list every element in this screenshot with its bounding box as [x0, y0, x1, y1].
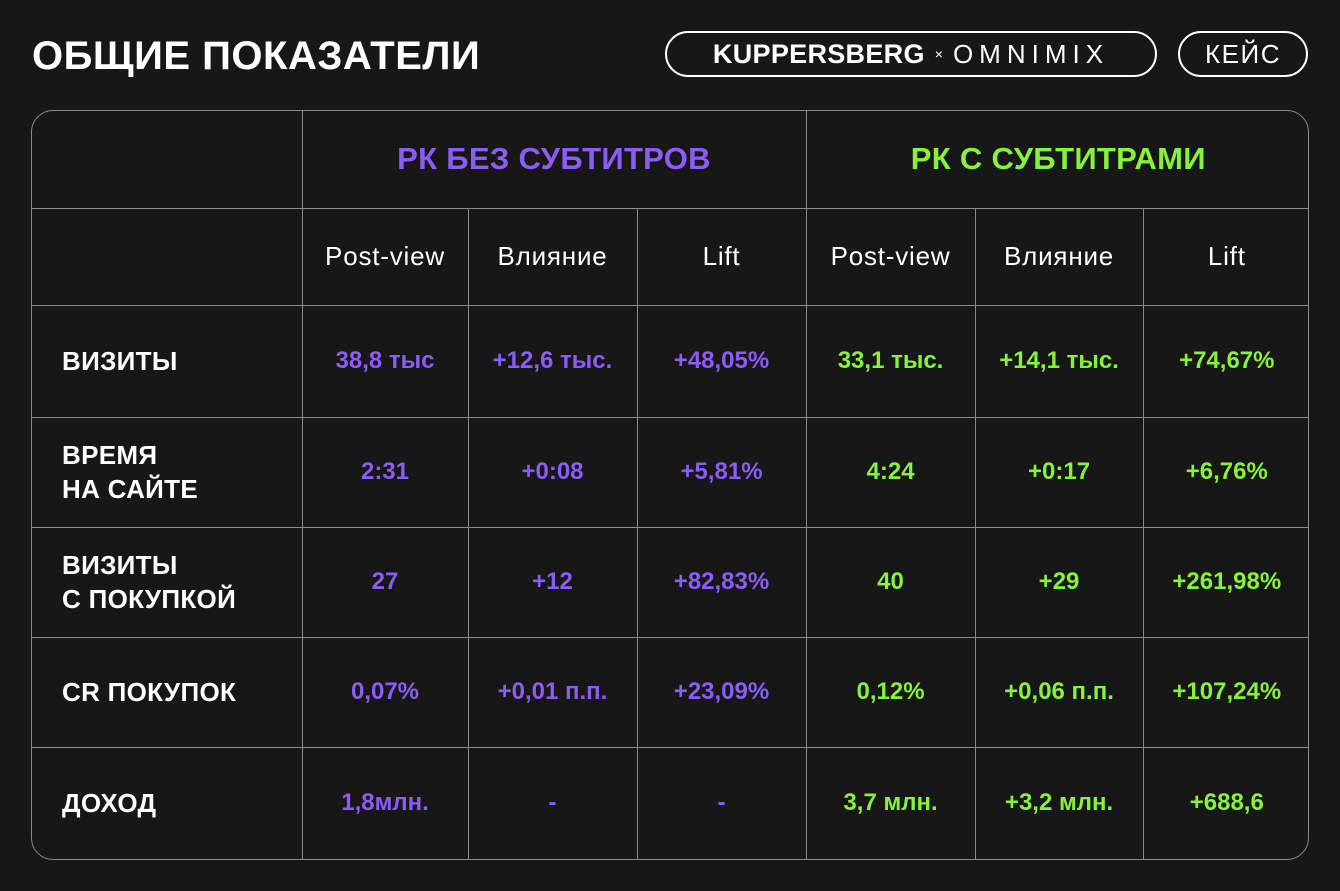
group-header-with-subtitles: РК С СУБТИТРАМИ [805, 111, 1308, 209]
table-cell: 40 [805, 526, 976, 638]
table-cell: +12 [467, 526, 638, 638]
table-cell: +82,83% [636, 526, 807, 638]
table-cell: +0:08 [467, 416, 638, 528]
brand-badge: KUPPERSBERG × OMNIMIX [665, 31, 1157, 77]
column-header-impact: Влияние [974, 207, 1144, 306]
case-button[interactable]: КЕЙС [1178, 31, 1308, 77]
table-cell: - [467, 746, 638, 859]
column-header-post-view: Post-view [301, 207, 469, 306]
table-cell: 4:24 [805, 416, 976, 528]
table-cell: - [636, 746, 807, 859]
table-cell: +48,05% [636, 304, 807, 418]
table-cell: 0,12% [805, 636, 976, 748]
table-cell: +14,1 тыс. [974, 304, 1144, 418]
table-cell: +29 [974, 526, 1144, 638]
table-cell: +5,81% [636, 416, 807, 528]
column-header-row: Post-view Влияние Lift Post-view Влияние… [32, 207, 1308, 306]
column-header-lift: Lift [636, 207, 807, 306]
column-header-impact: Влияние [467, 207, 638, 306]
brand-kuppersberg-logo: KUPPERSBERG [712, 38, 925, 69]
row-label: ВИЗИТЫ С ПОКУПКОЙ [32, 526, 303, 638]
table-cell: +0,06 п.п. [974, 636, 1144, 748]
table-cell: 27 [301, 526, 469, 638]
corner-cell [32, 111, 303, 209]
table-row-revenue: ДОХОД 1,8млн. - - 3,7 млн. +3,2 млн. +68… [32, 746, 1308, 859]
table-cell: +74,67% [1142, 304, 1308, 418]
group-header-no-subtitles: РК БЕЗ СУБТИТРОВ [301, 111, 807, 209]
table-cell: +261,98% [1142, 526, 1308, 638]
table-cell: 1,8млн. [301, 746, 469, 859]
table-cell: +23,09% [636, 636, 807, 748]
table-cell: +688,6 [1142, 746, 1308, 859]
table-cell: 0,07% [301, 636, 469, 748]
table-cell: +0:17 [974, 416, 1144, 528]
row-label: ВИЗИТЫ [32, 304, 303, 418]
table-cell: +3,2 млн. [974, 746, 1144, 859]
table-cell: 3,7 млн. [805, 746, 976, 859]
table-cell: 2:31 [301, 416, 469, 528]
row-label: ВРЕМЯ НА САЙТЕ [32, 416, 303, 528]
table-cell: 38,8 тыс [301, 304, 469, 418]
column-header-post-view: Post-view [805, 207, 976, 306]
table-cell: +6,76% [1142, 416, 1308, 528]
table-row-visits: ВИЗИТЫ 38,8 тыс +12,6 тыс. +48,05% 33,1 … [32, 304, 1308, 418]
page-title: ОБЩИЕ ПОКАЗАТЕЛИ [32, 34, 481, 78]
brand-separator: × [934, 46, 943, 62]
table-cell: +0,01 п.п. [467, 636, 638, 748]
column-header-lift: Lift [1142, 207, 1308, 306]
row-label: CR ПОКУПОК [32, 636, 303, 748]
table-row-cr-purchases: CR ПОКУПОК 0,07% +0,01 п.п. +23,09% 0,12… [32, 636, 1308, 748]
table-row-time-on-site: ВРЕМЯ НА САЙТЕ 2:31 +0:08 +5,81% 4:24 +0… [32, 416, 1308, 528]
row-label: ДОХОД [32, 746, 303, 859]
metrics-table: РК БЕЗ СУБТИТРОВ РК С СУБТИТРАМИ Post-vi… [31, 110, 1309, 860]
table-cell: +12,6 тыс. [467, 304, 638, 418]
corner-cell [32, 207, 303, 306]
table-cell: +107,24% [1142, 636, 1308, 748]
brand-omnimix-logo: OMNIMIX [952, 38, 1110, 69]
group-header-row: РК БЕЗ СУБТИТРОВ РК С СУБТИТРАМИ [32, 111, 1308, 209]
table-row-visits-with-purchase: ВИЗИТЫ С ПОКУПКОЙ 27 +12 +82,83% 40 +29 … [32, 526, 1308, 638]
table-cell: 33,1 тыс. [805, 304, 976, 418]
